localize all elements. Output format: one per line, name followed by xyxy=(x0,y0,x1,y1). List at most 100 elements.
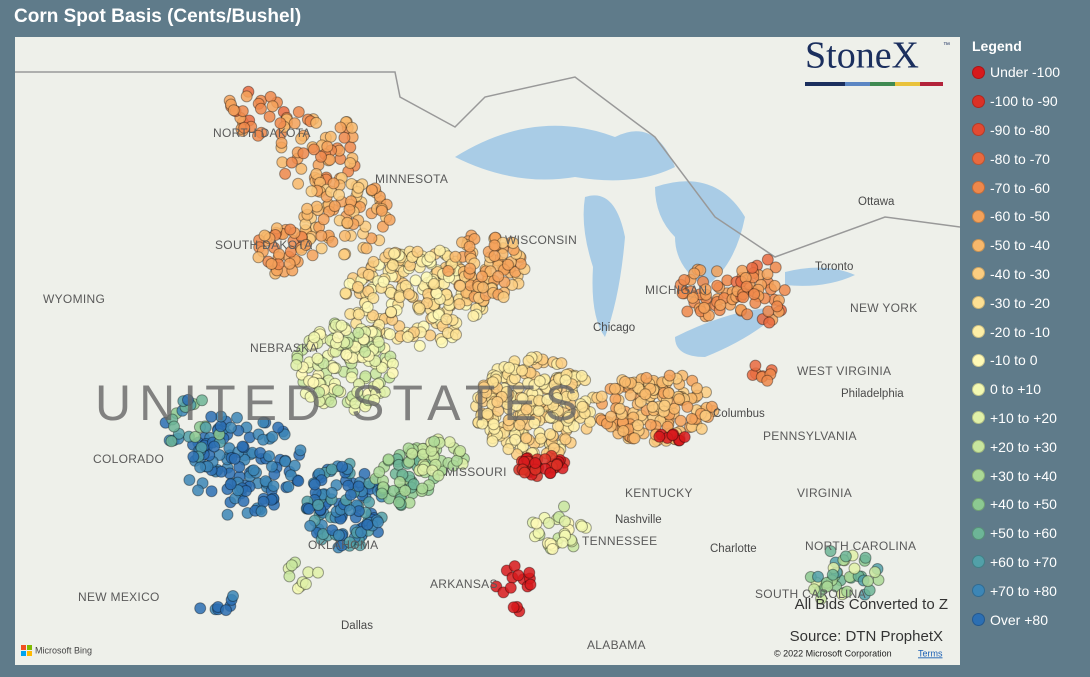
bid-dot[interactable] xyxy=(360,242,373,255)
bid-dot[interactable] xyxy=(279,167,292,180)
bid-dot[interactable] xyxy=(686,291,699,304)
bid-dot[interactable] xyxy=(352,308,365,321)
bid-dot[interactable] xyxy=(208,440,221,453)
bid-dot[interactable] xyxy=(275,136,288,149)
bid-dot[interactable] xyxy=(442,265,455,277)
bid-dot[interactable] xyxy=(279,455,292,468)
bid-dot[interactable] xyxy=(340,348,353,361)
bid-dot[interactable] xyxy=(284,469,297,482)
bid-dot[interactable] xyxy=(428,435,441,448)
bid-dot[interactable] xyxy=(646,400,659,413)
bid-dot[interactable] xyxy=(416,482,429,495)
bid-dot[interactable] xyxy=(288,117,301,130)
bid-dot[interactable] xyxy=(359,346,372,358)
bid-dot[interactable] xyxy=(221,508,234,521)
legend-item[interactable]: +50 to +60 xyxy=(972,519,1060,548)
bid-dot[interactable] xyxy=(297,147,310,160)
legend-item[interactable]: +70 to +80 xyxy=(972,576,1060,605)
bid-dot[interactable] xyxy=(321,140,334,153)
bid-dot[interactable] xyxy=(530,517,543,530)
bid-dot[interactable] xyxy=(523,566,536,579)
bid-dot[interactable] xyxy=(486,435,499,448)
bid-dot[interactable] xyxy=(584,415,597,428)
bid-dot[interactable] xyxy=(393,476,406,488)
bid-dot[interactable] xyxy=(436,336,448,349)
bid-dot[interactable] xyxy=(257,495,270,508)
bid-dot[interactable] xyxy=(513,418,526,431)
bid-dot[interactable] xyxy=(604,410,617,423)
bid-dot[interactable] xyxy=(284,223,297,236)
bid-dot[interactable] xyxy=(488,239,501,252)
bid-dot[interactable] xyxy=(265,258,278,270)
bid-dot[interactable] xyxy=(464,262,477,275)
bid-dot[interactable] xyxy=(476,417,489,430)
bid-dot[interactable] xyxy=(292,106,305,118)
bid-dot[interactable] xyxy=(685,412,698,425)
bid-dot[interactable] xyxy=(812,570,824,583)
bid-dot[interactable] xyxy=(355,526,367,539)
bid-dot[interactable] xyxy=(520,432,533,445)
bid-dot[interactable] xyxy=(595,390,608,403)
bid-dot[interactable] xyxy=(300,238,312,251)
bid-dot[interactable] xyxy=(359,370,372,383)
bid-dot[interactable] xyxy=(205,410,218,423)
bid-dot[interactable] xyxy=(377,275,390,288)
bid-dot[interactable] xyxy=(290,359,303,372)
bid-dot[interactable] xyxy=(841,585,854,598)
bid-dot[interactable] xyxy=(552,420,564,433)
bid-dot[interactable] xyxy=(503,361,516,374)
bid-dot[interactable] xyxy=(399,484,412,497)
legend-item[interactable]: -80 to -70 xyxy=(972,144,1060,173)
bid-dot[interactable] xyxy=(227,590,239,602)
bid-dot[interactable] xyxy=(714,299,727,311)
bid-dot[interactable] xyxy=(808,583,820,596)
bid-dot[interactable] xyxy=(367,292,380,305)
bid-dot[interactable] xyxy=(258,229,271,242)
bid-dot[interactable] xyxy=(763,316,776,329)
bid-dot[interactable] xyxy=(839,550,852,563)
bid-dot[interactable] xyxy=(385,306,398,318)
bid-dot[interactable] xyxy=(544,428,557,441)
bid-dot[interactable] xyxy=(737,291,750,304)
bid-dot[interactable] xyxy=(257,416,270,429)
bid-dot[interactable] xyxy=(432,469,445,482)
bid-dot[interactable] xyxy=(367,255,380,268)
bid-dot[interactable] xyxy=(182,393,194,406)
bid-dot[interactable] xyxy=(477,281,489,294)
bid-dot[interactable] xyxy=(562,411,575,424)
bid-dot[interactable] xyxy=(688,267,701,280)
bid-dot[interactable] xyxy=(699,283,712,296)
bid-dot[interactable] xyxy=(761,253,774,266)
bid-dot[interactable] xyxy=(741,308,754,321)
bid-dot[interactable] xyxy=(278,428,291,441)
bid-dot[interactable] xyxy=(486,376,499,389)
bid-dot[interactable] xyxy=(325,396,338,408)
bid-dot[interactable] xyxy=(336,460,349,473)
bid-dot[interactable] xyxy=(411,245,424,258)
bid-dot[interactable] xyxy=(478,381,490,394)
bid-dot[interactable] xyxy=(304,519,317,532)
bid-dot[interactable] xyxy=(428,278,440,290)
bid-dot[interactable] xyxy=(681,400,694,413)
bid-dot[interactable] xyxy=(413,339,426,352)
legend-item[interactable]: -20 to -10 xyxy=(972,317,1060,346)
bid-dot[interactable] xyxy=(632,419,644,432)
bid-dot[interactable] xyxy=(183,474,196,486)
bid-dot[interactable] xyxy=(220,604,232,617)
bid-dot[interactable] xyxy=(359,220,372,233)
bid-dot[interactable] xyxy=(294,444,307,457)
bid-dot[interactable] xyxy=(518,466,531,479)
legend-item[interactable]: Over +80 xyxy=(972,605,1060,634)
bid-dot[interactable] xyxy=(386,259,399,272)
bid-dot[interactable] xyxy=(367,309,379,322)
bid-dot[interactable] xyxy=(375,361,388,374)
bid-dot[interactable] xyxy=(196,394,208,407)
bid-dot[interactable] xyxy=(362,268,375,281)
bid-dot[interactable] xyxy=(778,284,791,297)
bid-dot[interactable] xyxy=(372,516,384,529)
bid-dot[interactable] xyxy=(352,480,365,493)
bid-dot[interactable] xyxy=(338,248,351,261)
bid-dot[interactable] xyxy=(705,400,718,413)
bid-dot[interactable] xyxy=(522,354,535,367)
bid-dot[interactable] xyxy=(288,459,301,472)
